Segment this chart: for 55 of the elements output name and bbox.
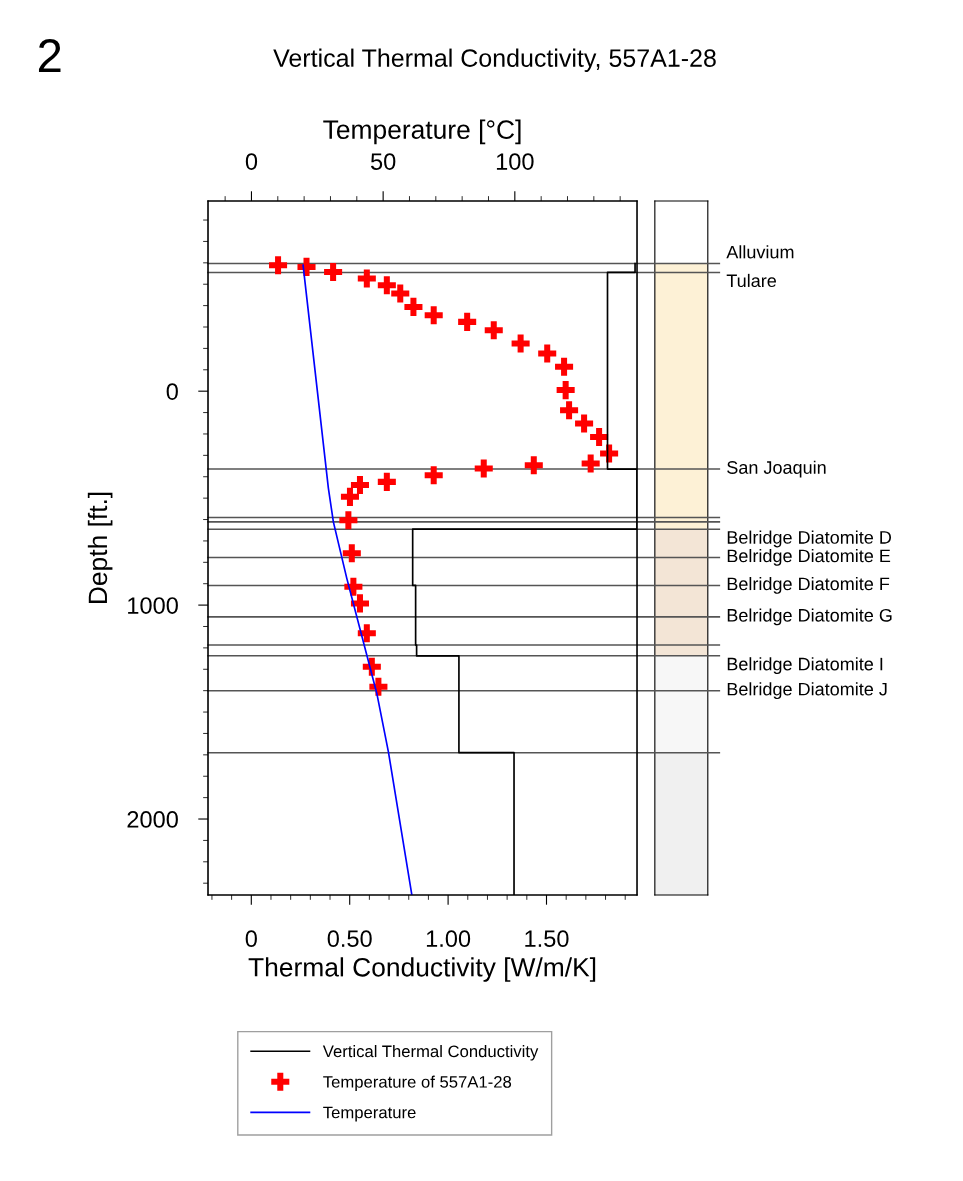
x2-tick-label: 0 xyxy=(245,930,257,948)
text: 2 xyxy=(38,39,61,73)
x-tick-label: 100 xyxy=(496,153,534,170)
y-axis-title: Depth [ft.] xyxy=(87,492,113,604)
point xyxy=(424,306,443,325)
chart-title: Vertical Thermal Conductivity, 557A1-28 xyxy=(273,48,716,72)
point xyxy=(600,444,619,463)
point xyxy=(458,312,477,331)
point xyxy=(424,466,443,485)
point xyxy=(560,401,579,420)
ref-line-label: Belridge Diatomite G xyxy=(727,608,892,626)
y-tick-label: 2000 xyxy=(127,811,178,828)
ref-line-label: Belridge Diatomite F xyxy=(727,577,890,594)
x-tick-label: 0 xyxy=(245,153,258,170)
point xyxy=(474,459,493,478)
point xyxy=(377,276,396,295)
ref-line-label: Alluvium xyxy=(726,245,794,259)
legend-label: Temperature xyxy=(323,1106,416,1122)
x2-tick-label: 1.00 xyxy=(426,930,471,948)
point xyxy=(524,456,543,475)
point xyxy=(575,414,594,433)
point xyxy=(342,544,361,563)
x-tick-label: 50 xyxy=(370,153,396,170)
point xyxy=(511,334,530,353)
ref-line-label: Belridge Diatomite I xyxy=(727,657,883,675)
point xyxy=(350,594,369,613)
point xyxy=(581,454,600,473)
point xyxy=(269,256,288,275)
x2-axis-title: Thermal Conductivity [W/m/K] xyxy=(248,957,596,982)
point xyxy=(357,269,376,288)
point xyxy=(350,476,369,495)
point xyxy=(340,487,359,506)
point xyxy=(555,357,574,376)
ref-line-label: Tulare xyxy=(726,273,776,288)
y-tick-label: 0 xyxy=(166,383,178,400)
point xyxy=(404,297,423,316)
x-axis-title: Temperature [°C] xyxy=(323,119,521,145)
ref-line-label: San Joaquin xyxy=(727,460,826,478)
y-tick-label: 1000 xyxy=(128,597,178,614)
legend-label: Vertical Thermal Conductivity xyxy=(322,1045,539,1061)
point xyxy=(324,263,343,282)
x2-tick-label: 0.50 xyxy=(327,930,372,948)
point xyxy=(377,472,396,491)
point xyxy=(538,344,557,363)
point xyxy=(391,284,410,303)
ref-line-label: Belridge Diatomite D xyxy=(727,530,892,548)
ref-line-label: Belridge Diatomite E xyxy=(727,548,891,566)
point xyxy=(590,427,609,446)
point xyxy=(357,624,376,643)
legend-label: Temperature of 557A1-28 xyxy=(323,1075,512,1092)
point xyxy=(339,511,358,530)
point xyxy=(484,321,503,340)
ref-line-label: Belridge Diatomite J xyxy=(727,682,887,700)
x2-tick-label: 1.50 xyxy=(525,930,569,948)
point xyxy=(556,381,575,400)
